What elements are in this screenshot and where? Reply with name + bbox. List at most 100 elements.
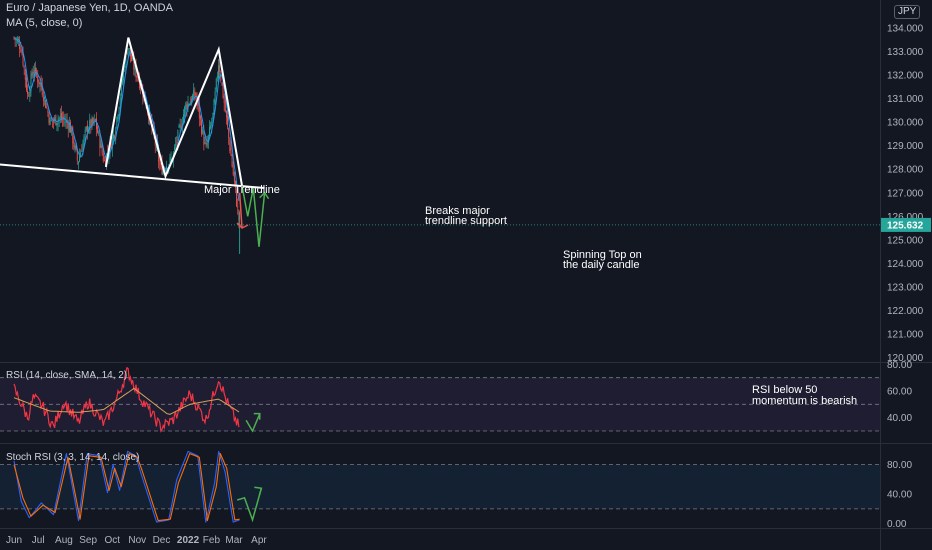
candle-body (111, 136, 113, 149)
stoch-tick-label: 0.00 (887, 519, 907, 530)
candle-body (122, 79, 123, 84)
stoch-projection (236, 487, 263, 523)
candle-body (187, 102, 189, 110)
candle-body (184, 106, 186, 117)
candle-body (85, 126, 87, 131)
candle-body (236, 189, 238, 207)
candle-body (161, 163, 163, 175)
candle-body (30, 74, 32, 93)
candle-body (215, 78, 217, 90)
candle-body (15, 39, 17, 41)
candle-body (204, 142, 206, 144)
rsi-tick-label: 60.00 (887, 387, 912, 398)
candle-body (185, 103, 187, 110)
candle-body (71, 128, 73, 133)
candle-body (224, 100, 226, 112)
candle-body (29, 91, 31, 97)
price-tick-label: 125.000 (887, 235, 924, 246)
stoch-tick-label: 80.00 (887, 460, 912, 471)
candle-body (123, 70, 125, 81)
candle-body (84, 129, 86, 134)
candle-body (13, 37, 15, 39)
candle-body (103, 160, 105, 161)
candle-body (105, 160, 106, 165)
stoch-d-line (13, 453, 240, 522)
candle-body (178, 125, 180, 128)
candle-body (56, 123, 58, 127)
candle-body (164, 169, 166, 171)
candle-body (192, 95, 193, 101)
candle-body (22, 50, 24, 65)
candle-body (93, 118, 95, 122)
price-tick-label: 130.000 (887, 118, 924, 129)
candle-body (27, 90, 29, 94)
candle-body (98, 132, 100, 134)
candle-body (49, 118, 51, 126)
candle-body (137, 80, 139, 82)
candle-body (169, 157, 171, 163)
breaks-label-line2: trendline support (425, 215, 507, 227)
candle-body (159, 163, 161, 165)
candle-body (209, 126, 210, 136)
stoch-band (0, 464, 880, 509)
candle-body (135, 63, 137, 78)
candle-body (237, 206, 239, 208)
candle-body (72, 127, 74, 144)
candle-body (181, 123, 183, 127)
rsi-band (0, 377, 880, 431)
candle-body (221, 82, 223, 85)
candle-body (117, 115, 119, 120)
candle-body (119, 96, 121, 106)
candle-body (21, 51, 23, 54)
candle-body (211, 121, 213, 126)
candle-body (102, 153, 104, 162)
candle-body (58, 117, 60, 120)
time-tick-label: Dec (153, 535, 171, 546)
price-tick-label: 123.000 (887, 282, 924, 293)
candle-body (134, 65, 136, 71)
candle-body (45, 100, 47, 109)
candle-body (174, 147, 175, 151)
candle-body (193, 89, 195, 98)
price-tick-label: 126.000 (887, 212, 924, 223)
bearish-arrow-head (236, 222, 249, 229)
price-projection-path (241, 185, 266, 247)
candle-body (38, 79, 40, 85)
candle-body (207, 135, 209, 143)
candle-body (18, 41, 19, 43)
time-tick-label: Feb (203, 535, 221, 546)
candle-body (232, 165, 234, 175)
candle-body (59, 115, 61, 118)
candle-body (231, 155, 233, 167)
candle-body (110, 141, 112, 149)
candle-body (229, 138, 231, 151)
candle-body (114, 135, 116, 139)
candle-body (77, 161, 79, 164)
candle-body (48, 113, 50, 123)
candle-body (116, 117, 118, 129)
candle-body (99, 133, 101, 149)
pattern-outline (104, 37, 243, 186)
candle-body (132, 57, 134, 60)
candle-body (128, 48, 130, 50)
candle-body (160, 162, 162, 165)
currency-badge[interactable]: JPY (894, 5, 921, 19)
stoch-k-line (13, 450, 240, 523)
rsi-projection (245, 413, 261, 433)
candle-body (92, 117, 94, 123)
candle-body (65, 119, 67, 123)
time-tick-label: Jun (6, 535, 22, 546)
candle-body (206, 142, 208, 147)
candle-body (67, 123, 69, 130)
time-tick-label: 2022 (177, 535, 200, 546)
price-tick-label: 124.000 (887, 259, 924, 270)
price-projection-arrowhead (259, 191, 270, 200)
price-tick-label: 133.000 (887, 47, 924, 58)
candle-body (175, 144, 177, 146)
candle-body (233, 172, 235, 182)
candle-body (76, 151, 78, 161)
price-tick-label: 131.000 (887, 94, 924, 105)
price-tick-label: 129.000 (887, 141, 924, 152)
